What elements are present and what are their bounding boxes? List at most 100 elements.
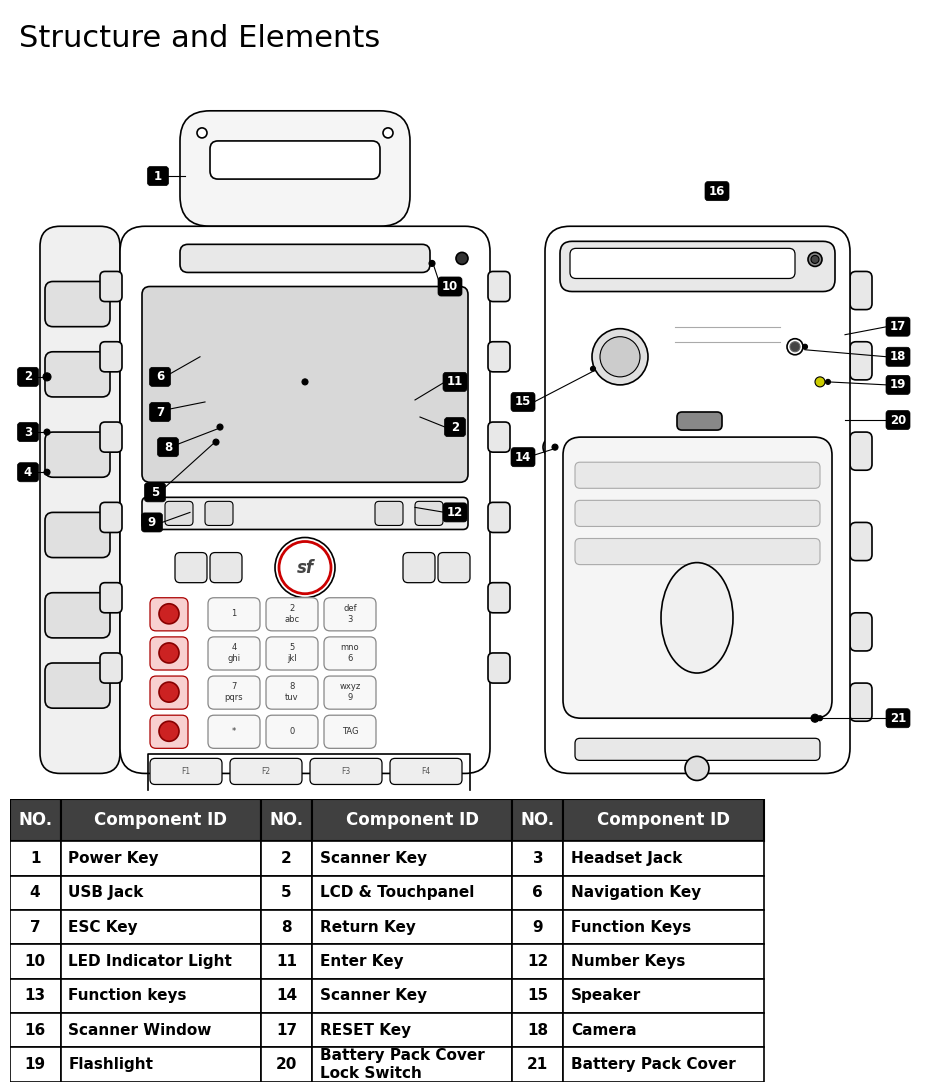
Bar <box>563 945 764 978</box>
FancyBboxPatch shape <box>230 759 302 785</box>
Bar <box>512 945 563 978</box>
Text: 1: 1 <box>232 610 237 619</box>
Text: 20: 20 <box>890 413 906 426</box>
Text: 10: 10 <box>442 280 458 293</box>
Bar <box>261 876 312 910</box>
Text: 19: 19 <box>25 1057 46 1072</box>
FancyBboxPatch shape <box>142 513 162 532</box>
FancyBboxPatch shape <box>142 287 468 483</box>
Text: 6: 6 <box>156 371 164 384</box>
Circle shape <box>543 437 563 458</box>
FancyBboxPatch shape <box>677 412 722 430</box>
Bar <box>512 978 563 1013</box>
Bar <box>512 799 563 841</box>
Text: 17: 17 <box>890 321 906 334</box>
Text: 13: 13 <box>296 802 314 815</box>
FancyBboxPatch shape <box>100 272 122 301</box>
Text: 14: 14 <box>276 988 297 1003</box>
Circle shape <box>803 345 808 349</box>
Text: 19: 19 <box>890 378 906 391</box>
FancyBboxPatch shape <box>165 501 193 525</box>
Text: 1: 1 <box>154 170 162 183</box>
FancyBboxPatch shape <box>17 463 39 482</box>
Text: 20: 20 <box>276 1057 297 1072</box>
Text: wxyz
9: wxyz 9 <box>339 683 361 702</box>
FancyBboxPatch shape <box>142 498 468 529</box>
Text: 5
jkl: 5 jkl <box>287 644 296 663</box>
FancyBboxPatch shape <box>488 341 510 372</box>
FancyBboxPatch shape <box>390 759 462 785</box>
FancyBboxPatch shape <box>210 141 380 179</box>
Circle shape <box>302 379 308 385</box>
Text: F3: F3 <box>341 767 351 776</box>
Circle shape <box>217 424 223 430</box>
FancyBboxPatch shape <box>208 598 260 630</box>
Bar <box>261 841 312 876</box>
Text: Structure and Elements: Structure and Elements <box>19 24 380 52</box>
Circle shape <box>592 328 648 385</box>
Circle shape <box>159 603 179 624</box>
Bar <box>312 1013 512 1047</box>
Text: Speaker: Speaker <box>571 988 641 1003</box>
Bar <box>261 978 312 1013</box>
FancyBboxPatch shape <box>438 552 470 583</box>
Text: Function Keys: Function Keys <box>571 920 692 935</box>
Text: 7
pqrs: 7 pqrs <box>225 683 243 702</box>
Circle shape <box>787 339 803 354</box>
Bar <box>563 799 764 841</box>
Circle shape <box>790 341 800 352</box>
Text: 4: 4 <box>29 885 41 900</box>
Bar <box>563 1013 764 1047</box>
Bar <box>10 1047 61 1082</box>
Bar <box>61 1013 261 1047</box>
Text: Number Keys: Number Keys <box>571 954 685 969</box>
FancyBboxPatch shape <box>45 282 110 327</box>
Text: 9: 9 <box>148 516 156 529</box>
Bar <box>10 876 61 910</box>
Text: LED Indicator Light: LED Indicator Light <box>68 954 232 969</box>
Circle shape <box>197 128 207 138</box>
Bar <box>512 876 563 910</box>
Text: Scanner Key: Scanner Key <box>319 988 427 1003</box>
FancyBboxPatch shape <box>324 598 376 630</box>
FancyBboxPatch shape <box>511 392 535 412</box>
Bar <box>61 1047 261 1082</box>
Circle shape <box>815 377 825 387</box>
FancyBboxPatch shape <box>208 637 260 670</box>
Text: Component ID: Component ID <box>346 811 479 829</box>
FancyBboxPatch shape <box>575 500 820 526</box>
Bar <box>512 1047 563 1082</box>
FancyBboxPatch shape <box>705 182 729 201</box>
FancyBboxPatch shape <box>375 501 403 525</box>
Circle shape <box>552 445 558 450</box>
FancyBboxPatch shape <box>45 352 110 397</box>
Bar <box>10 945 61 978</box>
Bar <box>312 978 512 1013</box>
FancyBboxPatch shape <box>886 411 910 429</box>
Bar <box>261 799 312 841</box>
Circle shape <box>685 757 709 780</box>
Circle shape <box>808 252 822 266</box>
Text: F2: F2 <box>261 767 271 776</box>
Text: 13: 13 <box>25 988 46 1003</box>
Ellipse shape <box>661 563 733 673</box>
Text: 21: 21 <box>890 712 906 725</box>
Bar <box>261 1047 312 1082</box>
FancyBboxPatch shape <box>266 637 318 670</box>
FancyBboxPatch shape <box>100 422 122 452</box>
Circle shape <box>159 682 179 702</box>
FancyBboxPatch shape <box>575 462 820 488</box>
FancyBboxPatch shape <box>158 438 179 457</box>
Text: 3: 3 <box>24 426 32 438</box>
Bar <box>261 945 312 978</box>
FancyBboxPatch shape <box>45 512 110 558</box>
FancyBboxPatch shape <box>488 272 510 301</box>
Bar <box>512 910 563 945</box>
Bar <box>10 910 61 945</box>
FancyBboxPatch shape <box>149 367 170 386</box>
Bar <box>261 910 312 945</box>
Text: NO.: NO. <box>270 811 304 829</box>
Text: LCD & Touchpanel: LCD & Touchpanel <box>319 885 474 900</box>
Text: 2: 2 <box>281 851 292 866</box>
FancyBboxPatch shape <box>100 502 122 533</box>
